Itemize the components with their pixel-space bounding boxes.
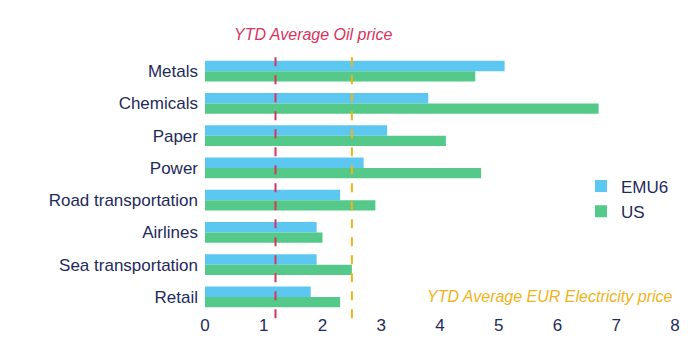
svg-text:5: 5 [494,316,503,335]
svg-text:3: 3 [377,316,386,335]
svg-text:7: 7 [612,316,621,335]
svg-text:YTD Average Oil price: YTD Average Oil price [234,26,392,43]
svg-text:Chemicals: Chemicals [119,94,198,113]
svg-text:EMU6: EMU6 [621,178,668,197]
svg-text:Paper: Paper [153,127,199,146]
svg-text:0: 0 [200,316,209,335]
svg-text:1: 1 [259,316,268,335]
svg-text:Power: Power [150,159,199,178]
svg-text:4: 4 [435,316,444,335]
svg-text:6: 6 [553,316,562,335]
svg-text:Sea transportation: Sea transportation [59,256,198,275]
svg-text:2: 2 [318,316,327,335]
svg-text:Airlines: Airlines [142,223,198,242]
svg-text:Metals: Metals [148,62,198,81]
svg-text:Retail: Retail [155,288,198,307]
svg-text:YTD Average EUR Electricity pr: YTD Average EUR Electricity price [427,288,673,305]
svg-text:US: US [621,203,645,222]
svg-text:8: 8 [670,316,679,335]
svg-text:Road transportation: Road transportation [49,191,198,210]
